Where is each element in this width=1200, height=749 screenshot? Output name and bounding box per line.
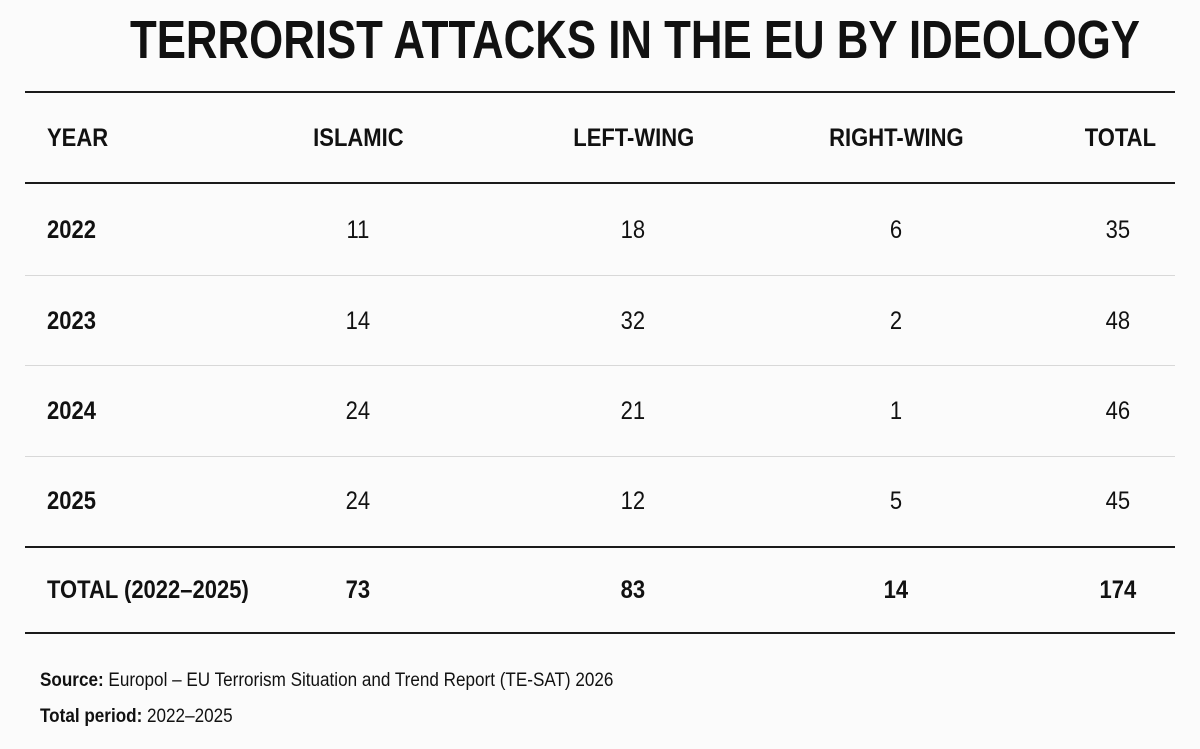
row-label: 2025 [47,487,96,515]
source-label: Source: [40,670,104,691]
cell-value: 1 [889,397,903,425]
cell-value: 18 [620,216,646,244]
total-value: 83 [620,576,646,604]
rule [25,182,1175,184]
cell-value: 48 [1105,307,1131,335]
total-value: 14 [883,576,909,604]
column-header: YEAR [47,124,109,152]
cell-value: 35 [1105,216,1131,244]
rule [25,91,1175,93]
cell-value: 32 [620,307,646,335]
total-label: TOTAL (2022–2025) [47,576,249,604]
cell-value: 14 [345,307,371,335]
period-line: Total period: 2022–2025 [40,706,233,728]
row-label: 2022 [47,216,96,244]
source-text: Europol – EU Terrorism Situation and Tre… [108,670,614,691]
total-value: 174 [1099,576,1137,604]
cell-value: 24 [345,397,371,425]
cell-value: 21 [620,397,646,425]
title-area: TERRORIST ATTACKS IN THE EU BY IDEOLOGY [130,10,1140,70]
cell-value: 24 [345,487,371,515]
title: TERRORIST ATTACKS IN THE EU BY IDEOLOGY [130,10,1140,70]
row-divider [25,456,1175,457]
column-header: TOTAL [1084,124,1157,152]
row-label: 2024 [47,397,96,425]
source-line: Source: Europol – EU Terrorism Situation… [40,670,613,692]
row-divider [25,275,1175,276]
rule [25,632,1175,634]
row-divider [25,365,1175,366]
rule [25,546,1175,548]
total-value: 73 [345,576,371,604]
cell-value: 12 [620,487,646,515]
cell-value: 45 [1105,487,1131,515]
column-header: LEFT-WING [572,124,694,152]
column-header: RIGHT-WING [828,124,964,152]
period-text: 2022–2025 [147,706,233,727]
cell-value: 46 [1105,397,1131,425]
cell-value: 5 [889,487,903,515]
row-label: 2023 [47,307,96,335]
cell-value: 11 [346,216,370,244]
column-header: ISLAMIC [312,124,404,152]
cell-value: 2 [889,307,903,335]
period-label: Total period: [40,706,143,727]
cell-value: 6 [889,216,903,244]
